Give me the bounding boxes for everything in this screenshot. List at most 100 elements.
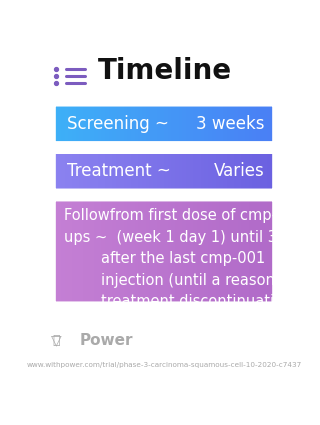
- Bar: [91, 105, 94, 143]
- Bar: [157, 153, 161, 190]
- Bar: [101, 105, 105, 143]
- Text: Treatment ~: Treatment ~: [67, 162, 171, 180]
- Bar: [164, 200, 168, 303]
- Bar: [164, 153, 168, 190]
- Bar: [241, 153, 245, 190]
- Bar: [157, 105, 161, 143]
- Bar: [252, 105, 256, 143]
- Bar: [116, 105, 120, 143]
- Bar: [57, 153, 61, 190]
- Bar: [168, 105, 172, 143]
- Bar: [186, 200, 190, 303]
- Bar: [57, 105, 61, 143]
- Bar: [149, 200, 153, 303]
- Bar: [179, 200, 183, 303]
- Bar: [83, 105, 87, 143]
- Bar: [138, 153, 142, 190]
- Bar: [109, 200, 113, 303]
- Text: Varies: Varies: [214, 162, 264, 180]
- Text: Screening ~: Screening ~: [67, 115, 169, 133]
- Bar: [79, 153, 83, 190]
- Bar: [120, 153, 124, 190]
- Bar: [219, 105, 223, 143]
- Bar: [72, 105, 76, 143]
- Bar: [197, 105, 201, 143]
- Bar: [94, 200, 98, 303]
- Bar: [212, 105, 216, 143]
- Bar: [76, 200, 80, 303]
- Text: ▽: ▽: [51, 334, 61, 348]
- Bar: [153, 153, 157, 190]
- Bar: [182, 105, 186, 143]
- Bar: [54, 200, 58, 303]
- Bar: [105, 105, 109, 143]
- Bar: [113, 153, 116, 190]
- Bar: [61, 200, 65, 303]
- Bar: [215, 105, 220, 143]
- Bar: [116, 200, 120, 303]
- Bar: [87, 153, 91, 190]
- Bar: [160, 153, 164, 190]
- Bar: [241, 105, 245, 143]
- Bar: [79, 200, 83, 303]
- Bar: [131, 153, 135, 190]
- Bar: [182, 153, 186, 190]
- Bar: [223, 153, 227, 190]
- Bar: [146, 200, 149, 303]
- Bar: [65, 105, 68, 143]
- Bar: [190, 200, 194, 303]
- Bar: [105, 200, 109, 303]
- Bar: [76, 153, 80, 190]
- Bar: [135, 105, 139, 143]
- Bar: [197, 200, 201, 303]
- Bar: [142, 200, 146, 303]
- Bar: [127, 105, 131, 143]
- Bar: [175, 153, 179, 190]
- Bar: [83, 153, 87, 190]
- Bar: [160, 200, 164, 303]
- Bar: [263, 200, 267, 303]
- Bar: [245, 105, 249, 143]
- Bar: [204, 153, 208, 190]
- Bar: [227, 153, 230, 190]
- Bar: [249, 200, 252, 303]
- Bar: [124, 153, 127, 190]
- Bar: [237, 105, 242, 143]
- Bar: [68, 153, 72, 190]
- Bar: [245, 200, 249, 303]
- Bar: [230, 200, 234, 303]
- Bar: [127, 200, 131, 303]
- Bar: [193, 153, 197, 190]
- Bar: [54, 153, 58, 190]
- Bar: [204, 200, 208, 303]
- Bar: [267, 153, 271, 190]
- Bar: [168, 153, 172, 190]
- Bar: [271, 105, 275, 143]
- Bar: [193, 200, 197, 303]
- Bar: [208, 200, 212, 303]
- Bar: [98, 153, 102, 190]
- Bar: [79, 105, 83, 143]
- Bar: [263, 153, 267, 190]
- Bar: [149, 105, 153, 143]
- Bar: [179, 105, 183, 143]
- Bar: [94, 105, 98, 143]
- Bar: [142, 105, 146, 143]
- Bar: [135, 153, 139, 190]
- Bar: [171, 105, 175, 143]
- Bar: [65, 153, 68, 190]
- Bar: [109, 105, 113, 143]
- Text: Power: Power: [80, 333, 133, 348]
- Bar: [234, 153, 238, 190]
- Bar: [124, 200, 127, 303]
- Bar: [230, 105, 234, 143]
- Bar: [54, 105, 58, 143]
- Bar: [227, 200, 230, 303]
- Bar: [267, 105, 271, 143]
- Bar: [98, 105, 102, 143]
- Bar: [208, 153, 212, 190]
- Bar: [168, 200, 172, 303]
- Bar: [234, 105, 238, 143]
- Text: Followfrom first dose of cmp-001
ups ~  (week 1 day 1) until 30 days
        aft: Followfrom first dose of cmp-001 ups ~ (…: [64, 208, 320, 331]
- Bar: [105, 153, 109, 190]
